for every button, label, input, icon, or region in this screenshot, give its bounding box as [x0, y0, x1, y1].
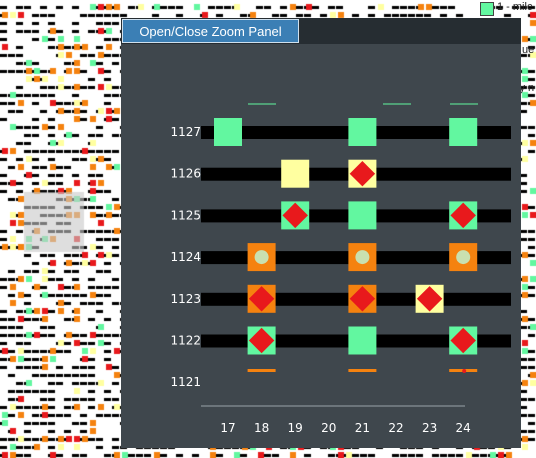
- legend-swatch: [480, 2, 494, 16]
- zoom-panel: 1127 1126 1125 1124 1123 1122 1121 17 18 19 20 21 22…: [121, 18, 521, 448]
- cell-square: [214, 118, 242, 146]
- cell-diamond-marker: [450, 202, 476, 229]
- zoom-chart: 1127 1126 1125 1124 1123 1122 1121 17 18 19 20 21 22…: [170, 103, 511, 435]
- cell-diamond-marker: [349, 160, 376, 187]
- cell-diamond-marker: [416, 286, 443, 312]
- x-tick-label: 20: [321, 421, 336, 435]
- zoom-panel-header: Open/Close Zoom Panel: [121, 18, 521, 44]
- edge-text-fragment-2: ly n: [517, 82, 535, 94]
- y-tick-label: 1122: [170, 334, 201, 348]
- x-tick-label: 22: [388, 421, 403, 435]
- x-tick-label: 19: [288, 421, 303, 435]
- y-tick-label: 1121: [170, 375, 201, 389]
- partial-row-mark: [348, 369, 377, 372]
- cell-diamond-marker: [248, 327, 275, 354]
- cell-circle-marker: [254, 250, 269, 265]
- cell-diamond-marker: [248, 286, 275, 312]
- x-tick-label: 24: [456, 421, 471, 435]
- cell-diamond-marker: [450, 327, 476, 354]
- partial-row-dot: [462, 369, 467, 373]
- y-tick-label: 1123: [170, 292, 201, 306]
- cell-square: [449, 118, 478, 146]
- edge-text-fragment-1: ue: [522, 44, 535, 56]
- open-close-zoom-panel-button[interactable]: Open/Close Zoom Panel: [122, 19, 299, 43]
- y-tick-label: 1126: [170, 167, 201, 181]
- cell-square: [348, 118, 377, 146]
- x-tick-label: 21: [355, 421, 370, 435]
- y-tick-label: 1125: [170, 208, 201, 222]
- y-tick-label: 1127: [170, 125, 201, 139]
- partial-row-mark: [247, 369, 276, 372]
- cell-square: [348, 201, 377, 230]
- cell-circle-marker: [355, 250, 370, 265]
- x-tick-label: 18: [254, 421, 269, 435]
- cell-circle-marker: [456, 250, 471, 265]
- cell-square: [348, 326, 377, 355]
- cell-square: [281, 159, 310, 188]
- x-tick-label: 23: [422, 421, 437, 435]
- y-tick-label: 1124: [170, 250, 201, 264]
- x-tick-label: 17: [220, 421, 235, 435]
- cell-diamond-marker: [349, 286, 376, 312]
- legend-label: 1 - milc: [497, 1, 533, 13]
